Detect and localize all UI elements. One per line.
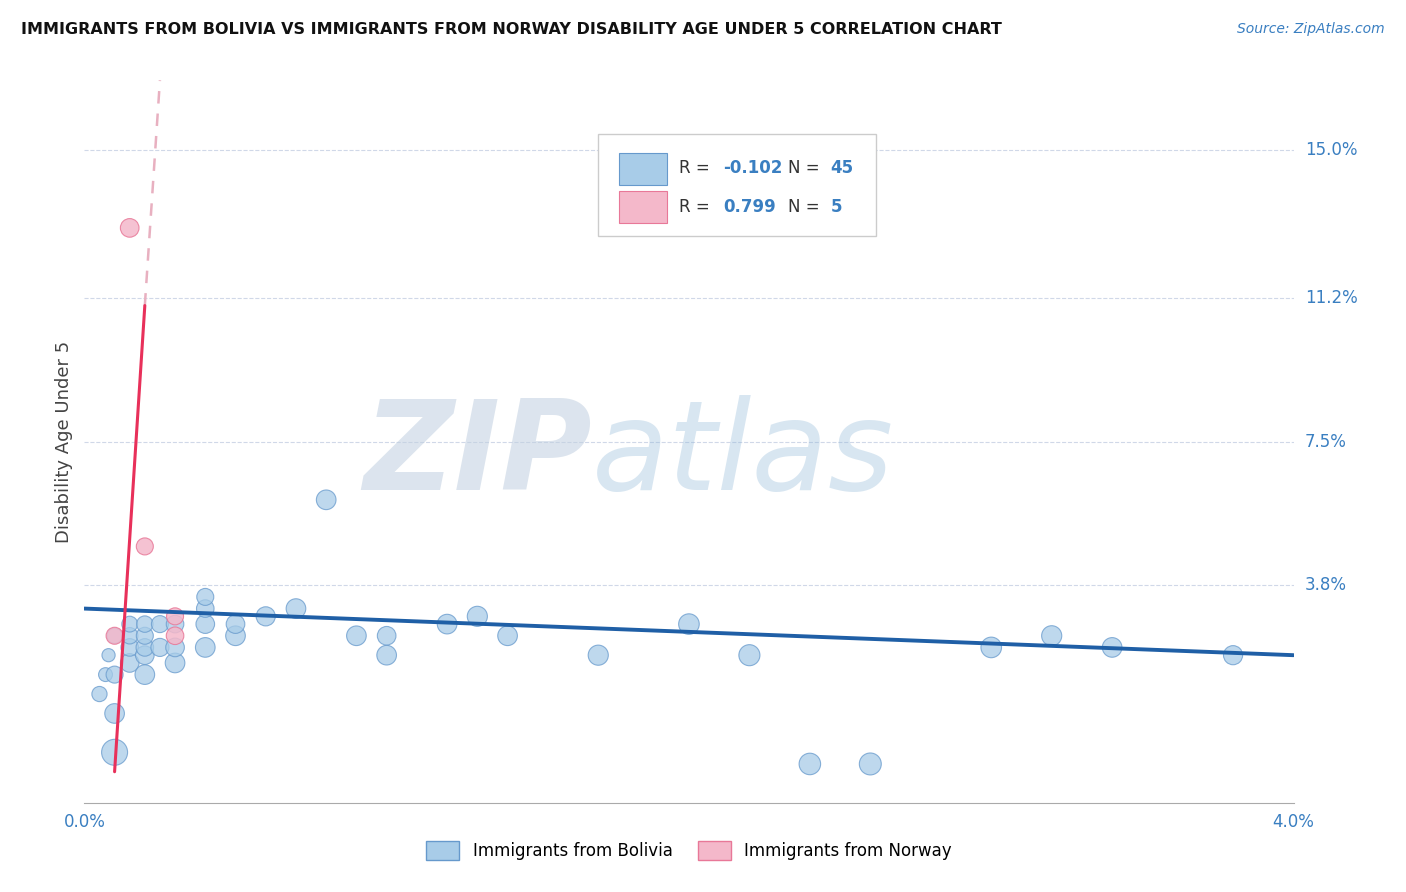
FancyBboxPatch shape: [599, 135, 876, 235]
Point: [134, 640, 156, 655]
Text: 15.0%: 15.0%: [1305, 141, 1357, 159]
Point: [165, 656, 187, 670]
Point: [1222, 648, 1244, 663]
Point: [118, 640, 141, 655]
Text: ZIP: ZIP: [364, 395, 592, 516]
FancyBboxPatch shape: [619, 191, 668, 223]
Point: [134, 540, 156, 554]
Point: [859, 756, 882, 771]
Point: [467, 609, 489, 624]
Text: -0.102: -0.102: [723, 160, 782, 178]
Point: [104, 745, 127, 759]
Point: [97, 648, 120, 663]
Point: [315, 492, 337, 507]
Point: [678, 617, 700, 632]
Text: R =: R =: [679, 160, 716, 178]
Point: [165, 629, 187, 643]
Point: [254, 609, 277, 624]
Text: R =: R =: [679, 198, 716, 216]
Point: [118, 629, 141, 643]
Point: [165, 617, 187, 632]
Point: [165, 609, 187, 624]
Point: [496, 629, 519, 643]
Point: [194, 601, 217, 615]
Point: [346, 629, 368, 643]
Point: [104, 706, 127, 721]
Text: 7.5%: 7.5%: [1305, 433, 1347, 450]
Point: [89, 687, 111, 701]
Point: [285, 601, 308, 615]
Point: [118, 656, 141, 670]
Point: [980, 640, 1002, 655]
Point: [375, 629, 398, 643]
Text: 11.2%: 11.2%: [1305, 289, 1357, 307]
Point: [436, 617, 458, 632]
Point: [375, 648, 398, 663]
Point: [134, 667, 156, 681]
Point: [104, 667, 127, 681]
Point: [225, 617, 247, 632]
Legend: Immigrants from Bolivia, Immigrants from Norway: Immigrants from Bolivia, Immigrants from…: [419, 834, 959, 867]
Point: [104, 629, 127, 643]
Point: [134, 648, 156, 663]
Point: [165, 640, 187, 655]
Point: [194, 617, 217, 632]
Text: N =: N =: [789, 160, 825, 178]
Point: [94, 667, 117, 681]
Point: [118, 220, 141, 235]
Text: 45: 45: [831, 160, 853, 178]
Text: IMMIGRANTS FROM BOLIVIA VS IMMIGRANTS FROM NORWAY DISABILITY AGE UNDER 5 CORRELA: IMMIGRANTS FROM BOLIVIA VS IMMIGRANTS FR…: [21, 22, 1002, 37]
Text: N =: N =: [789, 198, 825, 216]
Point: [738, 648, 761, 663]
Point: [149, 640, 172, 655]
Text: 3.8%: 3.8%: [1305, 576, 1347, 594]
Point: [799, 756, 821, 771]
Point: [118, 617, 141, 632]
Text: 5: 5: [831, 198, 842, 216]
Text: 0.799: 0.799: [723, 198, 776, 216]
Point: [194, 640, 217, 655]
Point: [1101, 640, 1123, 655]
Point: [225, 629, 247, 643]
FancyBboxPatch shape: [619, 153, 668, 185]
Text: Source: ZipAtlas.com: Source: ZipAtlas.com: [1237, 22, 1385, 37]
Y-axis label: Disability Age Under 5: Disability Age Under 5: [55, 341, 73, 542]
Point: [104, 629, 127, 643]
Text: atlas: atlas: [592, 395, 894, 516]
Point: [134, 617, 156, 632]
Point: [194, 590, 217, 604]
Point: [149, 617, 172, 632]
Point: [1040, 629, 1063, 643]
Point: [588, 648, 610, 663]
Point: [134, 629, 156, 643]
